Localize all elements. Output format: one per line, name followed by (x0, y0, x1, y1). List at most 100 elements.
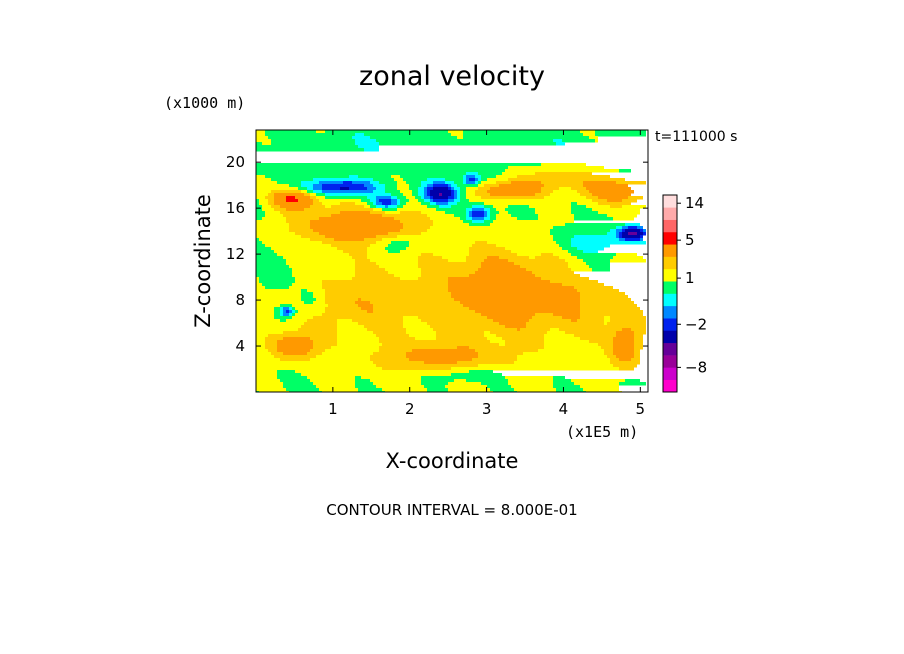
contour-cell (301, 295, 313, 299)
contour-cell (583, 388, 619, 392)
contour-cell (628, 226, 637, 230)
contour-cell (466, 175, 475, 179)
contour-cell (397, 181, 406, 185)
contour-cell (337, 331, 373, 335)
contour-cell (313, 340, 337, 344)
contour-cell (478, 187, 490, 191)
contour-cell (409, 241, 475, 245)
contour-cell (337, 343, 382, 347)
contour-cell (373, 184, 385, 188)
contour-cell (256, 175, 265, 179)
contour-cell (310, 358, 370, 362)
contour-cell (517, 328, 520, 332)
contour-cell (280, 307, 283, 311)
contour-cell (616, 334, 634, 338)
contour-cell (553, 313, 580, 317)
contour-cell (637, 226, 643, 230)
contour-cell (289, 229, 313, 233)
contour-cell (448, 280, 550, 284)
contour-cell (310, 349, 325, 353)
contour-cell (304, 208, 373, 212)
contour-cell (295, 232, 319, 236)
contour-cell (535, 172, 592, 176)
contour-cell (472, 220, 484, 224)
contour-cell (634, 337, 643, 341)
contour-cell (514, 388, 556, 392)
contour-cell (487, 316, 532, 320)
contour-cell (535, 208, 571, 212)
contour-cell (550, 328, 559, 332)
contour-cell (616, 229, 622, 233)
contour-cell (424, 361, 457, 365)
contour-cell (289, 226, 310, 230)
contour-cell (466, 193, 475, 197)
contour-cell (292, 307, 295, 311)
contour-cell (541, 163, 586, 167)
contour-cell (325, 307, 361, 311)
contour-cell (484, 208, 490, 212)
contour-cell (580, 301, 634, 305)
contour-cell (484, 202, 571, 206)
contour-cell (388, 205, 397, 209)
contour-cell (508, 379, 553, 383)
colorbar-band (663, 293, 677, 307)
contour-cell (598, 211, 640, 215)
contour-cell (376, 202, 382, 206)
contour-cell (367, 247, 385, 251)
contour-cell (427, 190, 430, 194)
contour-cell (301, 190, 307, 194)
contour-cell (610, 319, 646, 323)
contour-cell (424, 385, 445, 389)
contour-cell (367, 196, 376, 200)
colorbar-frame (662, 194, 678, 393)
contour-cell (352, 256, 367, 260)
contour-cell (466, 181, 475, 185)
contour-cell (364, 184, 373, 188)
contour-cell (292, 316, 313, 320)
contour-cell (277, 346, 313, 350)
contour-cell (349, 175, 358, 179)
contour-cell (370, 205, 376, 209)
contour-cell (301, 181, 319, 185)
contour-cell (451, 295, 580, 299)
contour-cell (421, 196, 424, 200)
contour-cell (370, 358, 409, 362)
contour-cell (487, 385, 511, 389)
contour-cell (520, 328, 550, 332)
colorbar-label: 1 (685, 269, 695, 287)
contour-cell (403, 319, 421, 323)
contour-cell (571, 244, 610, 248)
contour-cell (517, 355, 607, 359)
contour-cell (310, 193, 316, 197)
contour-cell (436, 202, 448, 206)
contour-cell (484, 211, 487, 215)
contour-cell (454, 298, 580, 302)
contour-cell (481, 313, 535, 317)
contour-cell (364, 148, 379, 152)
contour-cell (364, 325, 403, 329)
contour-cell (508, 205, 529, 209)
contour-cell (283, 256, 352, 260)
contour-cell (535, 274, 580, 278)
contour-cell (553, 385, 580, 389)
contour-cell (517, 253, 541, 257)
contour-cell (400, 202, 406, 206)
contour-cell (283, 310, 286, 314)
contour-cell (583, 181, 616, 185)
contour-cell (286, 310, 289, 314)
contour-cell (571, 208, 592, 212)
contour-cell (316, 130, 325, 134)
contour-cell (607, 322, 646, 326)
contour-cell (418, 193, 424, 197)
contour-cell (256, 211, 265, 215)
contour-cell (409, 334, 436, 338)
contour-cell (325, 310, 367, 314)
contour-cell (421, 319, 493, 323)
contour-cell (559, 187, 571, 191)
contour-cell (373, 331, 406, 335)
contour-cell (289, 286, 322, 290)
contour-cell (484, 214, 487, 218)
contour-cell (391, 175, 400, 179)
contour-cell (502, 337, 544, 341)
contour-cell (571, 187, 586, 191)
